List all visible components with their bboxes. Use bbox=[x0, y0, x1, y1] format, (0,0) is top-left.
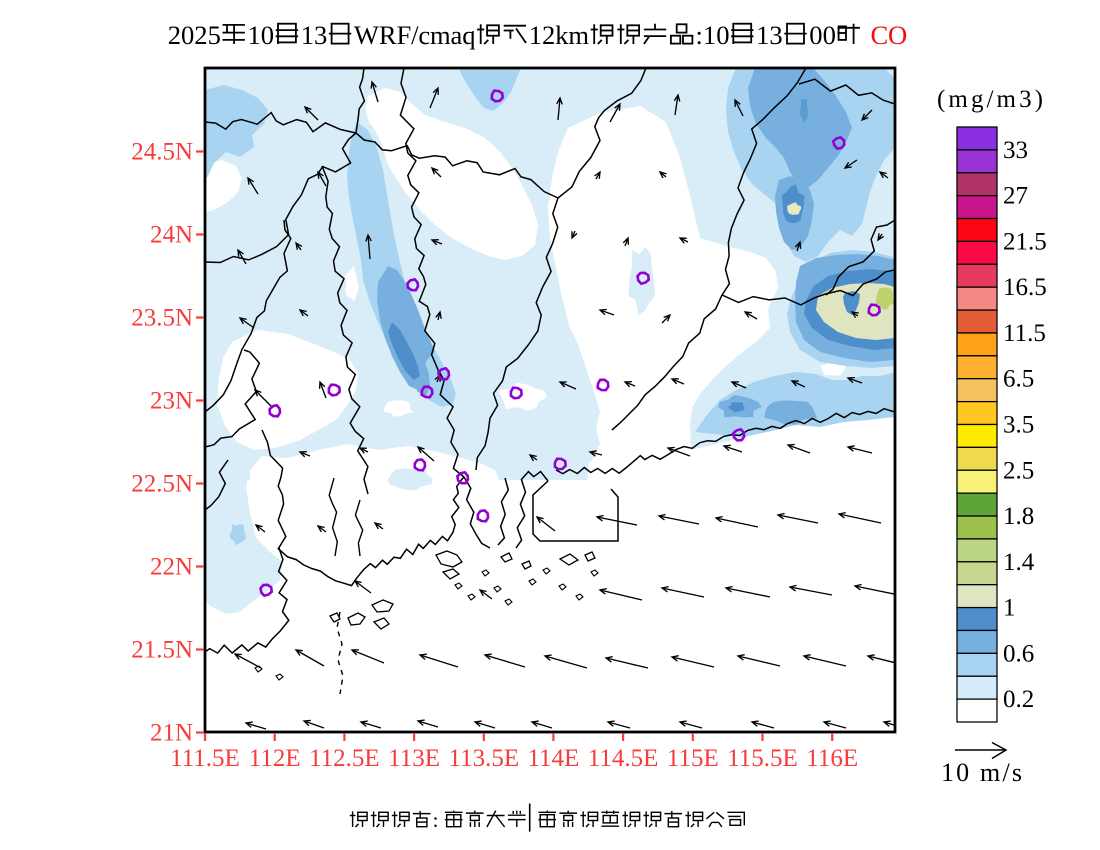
svg-text:33: 33 bbox=[1003, 137, 1028, 164]
svg-text:21.5: 21.5 bbox=[1003, 228, 1047, 255]
svg-text:113.5E: 113.5E bbox=[449, 745, 520, 772]
svg-text:24.5N: 24.5N bbox=[131, 139, 193, 166]
svg-text:CO: CO bbox=[871, 20, 908, 50]
svg-text:11.5: 11.5 bbox=[1003, 320, 1046, 347]
svg-text::: : bbox=[696, 20, 703, 50]
svg-text:1.4: 1.4 bbox=[1003, 549, 1035, 576]
svg-text:13: 13 bbox=[301, 20, 328, 50]
svg-text:WRF/cmaq: WRF/cmaq bbox=[354, 20, 476, 50]
svg-text:10: 10 bbox=[248, 20, 275, 50]
svg-text:(mg/m3): (mg/m3) bbox=[937, 86, 1043, 113]
svg-text:24N: 24N bbox=[150, 222, 193, 249]
svg-text:10: 10 bbox=[703, 20, 730, 50]
svg-text:1: 1 bbox=[1003, 595, 1016, 622]
svg-text:115.5E: 115.5E bbox=[727, 745, 798, 772]
svg-text:22.5N: 22.5N bbox=[131, 471, 193, 498]
svg-text:2025: 2025 bbox=[168, 20, 221, 50]
svg-text:23N: 23N bbox=[150, 388, 193, 415]
svg-text:114.5E: 114.5E bbox=[588, 745, 659, 772]
svg-text:27: 27 bbox=[1003, 183, 1028, 210]
svg-text:16.5: 16.5 bbox=[1003, 274, 1047, 301]
svg-text:0.2: 0.2 bbox=[1003, 686, 1034, 713]
svg-text:21N: 21N bbox=[150, 720, 193, 747]
svg-text:112E: 112E bbox=[249, 745, 301, 772]
svg-text:112.5E: 112.5E bbox=[309, 745, 380, 772]
svg-text:6.5: 6.5 bbox=[1003, 366, 1034, 393]
svg-text:00: 00 bbox=[809, 20, 836, 50]
svg-text:22N: 22N bbox=[150, 554, 193, 581]
svg-text:13: 13 bbox=[756, 20, 783, 50]
svg-text:0.6: 0.6 bbox=[1003, 640, 1034, 667]
svg-text:1.8: 1.8 bbox=[1003, 503, 1034, 530]
svg-text:114E: 114E bbox=[527, 745, 579, 772]
svg-text:113E: 113E bbox=[388, 745, 440, 772]
svg-text:116E: 116E bbox=[806, 745, 858, 772]
svg-text:12km: 12km bbox=[529, 20, 590, 50]
svg-text:3.5: 3.5 bbox=[1003, 412, 1034, 439]
svg-text:21.5N: 21.5N bbox=[131, 637, 193, 664]
svg-text:111.5E: 111.5E bbox=[170, 745, 240, 772]
svg-text:2.5: 2.5 bbox=[1003, 457, 1034, 484]
svg-text:23.5N: 23.5N bbox=[131, 305, 193, 332]
svg-text::: : bbox=[433, 808, 439, 832]
svg-text:115E: 115E bbox=[667, 745, 719, 772]
